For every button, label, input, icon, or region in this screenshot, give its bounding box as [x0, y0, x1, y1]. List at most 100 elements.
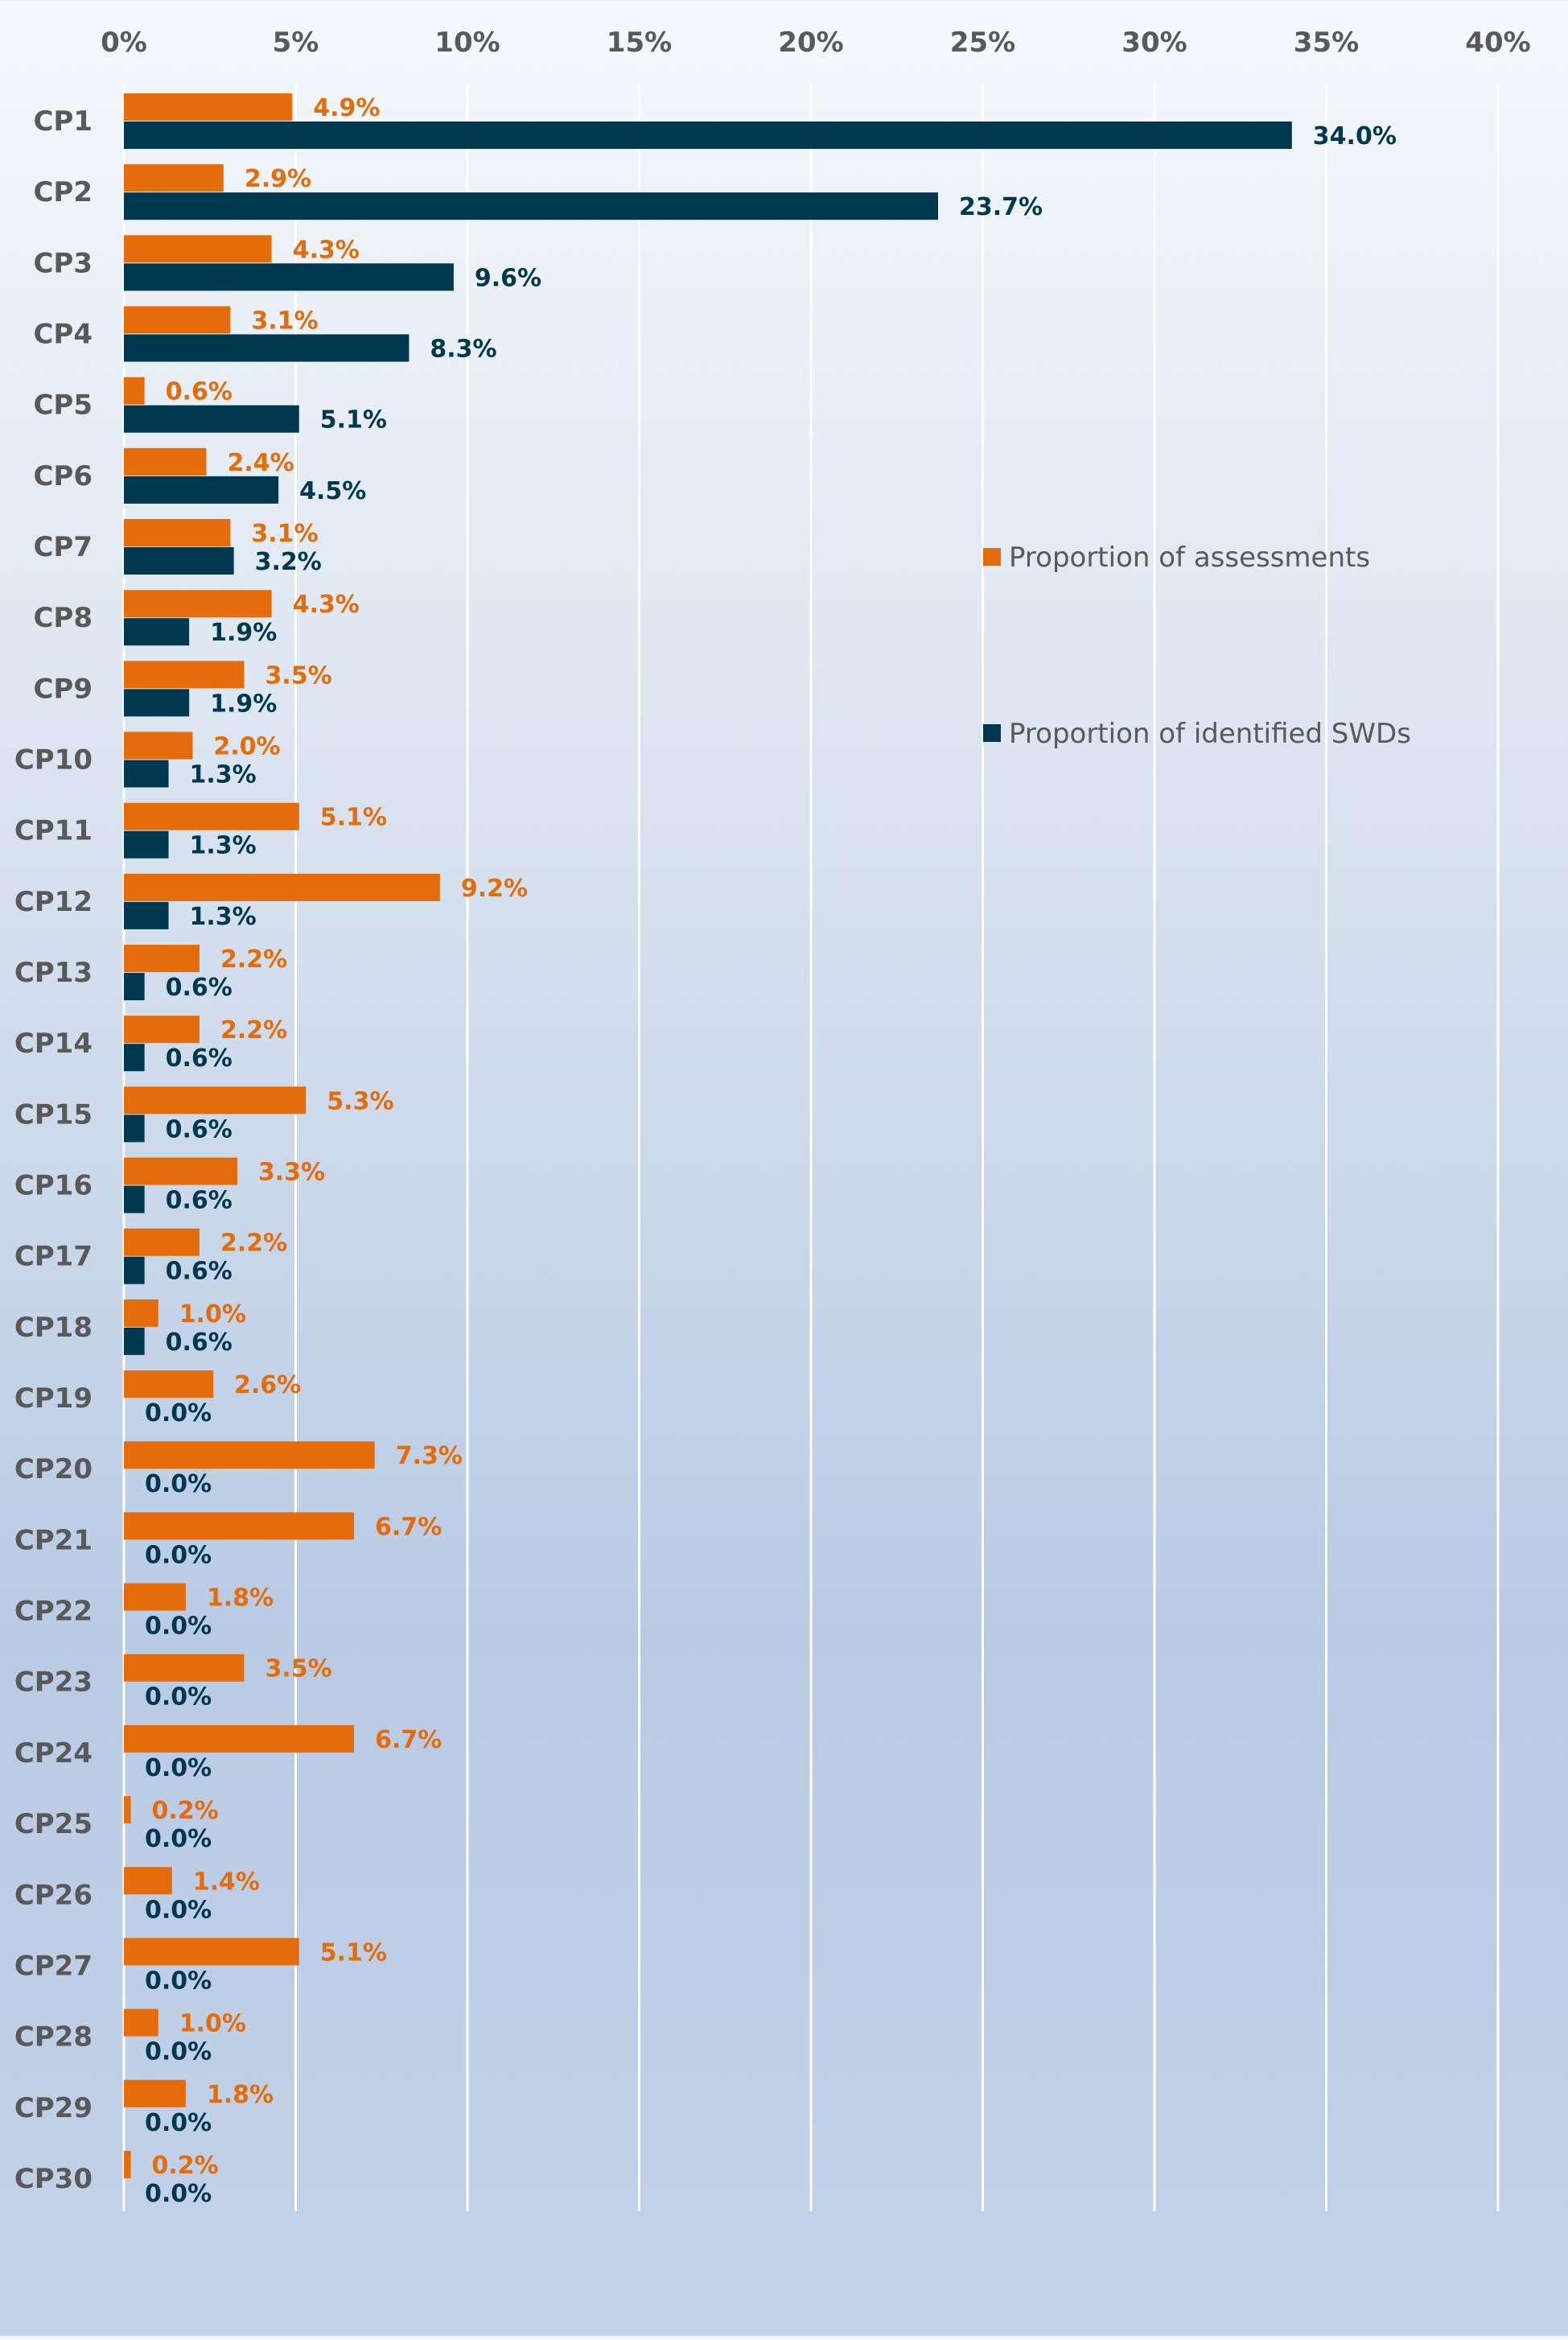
data-label-identified-swds: 1.9%: [210, 619, 277, 647]
data-label-identified-swds: 0.0%: [145, 1754, 212, 1782]
bar-identified-swds: [124, 122, 1292, 149]
bar-identified-swds: [124, 618, 190, 646]
bar-identified-swds: [124, 1327, 145, 1355]
bar-assessments: [124, 590, 272, 618]
bar-assessments: [124, 1299, 158, 1327]
category-label: CP10: [14, 744, 93, 777]
category-label: CP12: [14, 886, 93, 918]
x-tick-label: 15%: [607, 27, 672, 59]
data-label-assessments: 5.1%: [320, 804, 387, 832]
data-label-identified-swds: 0.0%: [145, 1399, 212, 1427]
bar-assessments: [124, 1796, 131, 1824]
category-label: CP5: [33, 389, 93, 422]
data-label-assessments: 1.0%: [179, 1300, 246, 1329]
data-label-assessments: 5.1%: [320, 1938, 387, 1967]
bar-assessments: [124, 1512, 355, 1540]
data-label-assessments: 5.3%: [327, 1087, 393, 1115]
bar-identified-swds: [124, 405, 299, 433]
bar-identified-swds: [124, 689, 190, 717]
x-tick-label: 20%: [778, 27, 843, 59]
data-label-assessments: 2.2%: [220, 945, 287, 974]
bar-assessments: [124, 1441, 375, 1469]
bar-assessments: [124, 1938, 299, 1966]
category-label: CP29: [14, 2092, 93, 2124]
bar-identified-swds: [124, 1185, 145, 1213]
bar-identified-swds: [124, 901, 169, 929]
bar-assessments: [124, 945, 200, 973]
bar-assessments: [124, 661, 245, 689]
bar-identified-swds: [124, 334, 409, 362]
x-axis-tick-labels: 0% 5% 10% 15% 20% 25% 30% 35% 40%: [101, 27, 1531, 59]
data-label-identified-swds: 1.3%: [190, 903, 257, 931]
bar-assessments: [124, 1583, 186, 1611]
bar-assessments: [124, 1086, 307, 1114]
bar-assessments: [124, 2079, 186, 2107]
bar-assessments: [124, 731, 193, 760]
category-label: CP8: [33, 602, 93, 634]
category-labels: CP1 CP2 CP3 CP4 CP5 CP6 CP7 CP8 CP9 CP10 CP11 CP12 C…: [14, 105, 93, 2195]
category-label: CP7: [33, 531, 93, 563]
data-label-identified-swds: 0.0%: [145, 2038, 212, 2066]
bar-assessments: [124, 1157, 237, 1185]
bar-assessments: [124, 447, 207, 476]
bar-assessments: [124, 1016, 200, 1044]
data-label-identified-swds: 23.7%: [959, 193, 1043, 221]
category-label: CP27: [14, 1950, 93, 1982]
bar-identified-swds: [124, 760, 169, 788]
bar-identified-swds: [124, 192, 938, 220]
category-label: CP21: [14, 1524, 93, 1556]
bar-identified-swds: [124, 547, 234, 575]
x-tick-label: 40%: [1465, 27, 1530, 59]
bar-assessments: [124, 306, 231, 334]
x-tick-label: 10%: [434, 27, 500, 59]
data-label-assessments: 0.2%: [152, 2152, 219, 2180]
category-label: CP20: [14, 1453, 93, 1485]
category-label: CP15: [14, 1098, 93, 1131]
category-label: CP17: [14, 1241, 93, 1273]
bar-assessments: [124, 2150, 131, 2178]
x-tick-label: 0%: [101, 27, 147, 59]
data-label-assessments: 4.9%: [313, 94, 380, 122]
data-label-identified-swds: 0.0%: [145, 2109, 212, 2137]
category-label: CP18: [14, 1312, 93, 1344]
legend-label: Proportion of assessments: [1009, 542, 1370, 574]
x-tick-label: 5%: [273, 27, 319, 59]
category-label: CP22: [14, 1596, 93, 1628]
bar-identified-swds: [124, 830, 169, 859]
data-label-identified-swds: 0.6%: [166, 1329, 233, 1357]
data-label-identified-swds: 1.3%: [190, 761, 257, 789]
data-label-assessments: 4.3%: [293, 236, 360, 264]
data-label-assessments: 2.6%: [234, 1371, 301, 1399]
data-label-identified-swds: 0.0%: [145, 1470, 212, 1498]
category-label: CP6: [33, 460, 93, 492]
data-label-assessments: 3.5%: [265, 1655, 331, 1683]
x-tick-label: 25%: [950, 27, 1015, 59]
category-label: CP14: [14, 1028, 93, 1060]
bar-identified-swds: [124, 1256, 145, 1284]
data-label-identified-swds: 3.2%: [255, 548, 322, 576]
data-label-assessments: 3.5%: [265, 661, 331, 690]
data-label-assessments: 7.3%: [396, 1442, 463, 1470]
gridlines: [122, 84, 1500, 2211]
data-label-assessments: 2.9%: [245, 165, 311, 193]
bar-assessments: [124, 164, 224, 192]
bar-identified-swds: [124, 973, 145, 1001]
legend-swatch: [983, 548, 1001, 566]
data-label-identified-swds: 0.6%: [166, 974, 233, 1002]
data-label-assessments: 1.8%: [207, 2081, 274, 2109]
category-label: CP25: [14, 1808, 93, 1840]
data-label-assessments: 3.1%: [251, 520, 318, 548]
data-label-assessments: 0.2%: [152, 1797, 219, 1825]
category-label: CP30: [14, 2163, 93, 2195]
bars: [124, 93, 1292, 2178]
bar-assessments: [124, 1370, 214, 1399]
bar-assessments: [124, 802, 299, 830]
category-label: CP2: [33, 176, 93, 208]
x-tick-label: 30%: [1121, 27, 1187, 59]
bar-assessments: [124, 519, 231, 547]
legend-label: Proportion of identified SWDs: [1009, 718, 1411, 750]
category-label: CP4: [33, 319, 93, 351]
data-label-assessments: 3.3%: [258, 1159, 325, 1187]
